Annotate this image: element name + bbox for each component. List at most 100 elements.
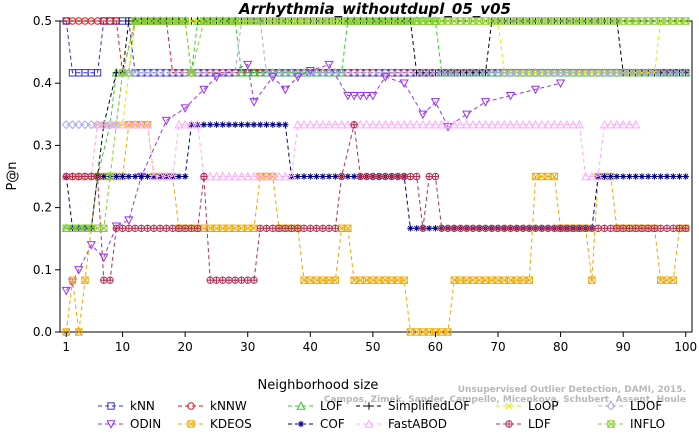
point-cof — [250, 121, 258, 128]
point-ldf — [231, 276, 239, 284]
point-ldof — [136, 68, 146, 78]
legend-entry-lof: LOF — [288, 399, 343, 413]
point-inflo — [550, 17, 559, 25]
point-fastabod — [130, 119, 140, 129]
point-odin — [343, 91, 353, 101]
legend: kNN kNNW LOF SimplifiedLOF LoOP LDOF ODIN KDEOS… — [98, 399, 665, 431]
point-fastabod — [305, 119, 315, 129]
point-inflo — [563, 17, 571, 25]
x-tick-label: 80 — [553, 340, 568, 354]
point-odin — [480, 98, 491, 107]
point-ldof — [462, 68, 472, 78]
point-ldf — [431, 172, 440, 181]
point-fastabod — [568, 119, 578, 129]
series-knn — [62, 17, 690, 77]
point-cof — [682, 173, 689, 180]
point-odin — [443, 123, 453, 132]
point-ldof — [524, 68, 534, 78]
point-fastabod — [255, 171, 265, 181]
x-tick-label: 20 — [178, 340, 193, 354]
point-fastabod — [405, 119, 416, 129]
point-fastabod — [505, 119, 516, 129]
point-ldof — [299, 68, 309, 78]
legend-entry-kdeos: KDEOS — [178, 417, 252, 431]
point-ldf — [619, 224, 627, 233]
point-ldof — [168, 68, 178, 78]
point-ldof — [662, 68, 672, 78]
point-ldf — [218, 276, 227, 284]
legend-marker-kdeos — [187, 420, 195, 428]
legend-label-odin: ODIN — [130, 417, 161, 431]
point-ldof — [449, 68, 459, 78]
point-cof — [225, 121, 233, 128]
watermark: Campos, Zimek, Sander, Campello, Micenko… — [324, 395, 686, 405]
legend-marker-simplifiedlof — [365, 402, 373, 410]
point-ldof — [599, 68, 609, 78]
point-odin — [324, 60, 334, 70]
point-ldf — [563, 224, 571, 233]
legend-marker-odin — [106, 420, 116, 429]
point-cof — [232, 121, 239, 128]
point-cof — [607, 173, 614, 180]
point-fastabod — [117, 119, 128, 129]
legend-label-knnw: kNNW — [210, 399, 247, 413]
y-tick-label: 0.0 — [33, 325, 52, 339]
point-kdeos — [544, 172, 552, 181]
x-tick-label: 100 — [674, 340, 697, 354]
point-inflo — [644, 17, 652, 25]
point-ldof — [480, 68, 491, 78]
point-odin — [418, 110, 428, 120]
point-loop — [119, 121, 127, 129]
point-fastabod — [355, 119, 365, 129]
watermark-prefix: Unsupervised Outlier Detection, DAMI, 20… — [458, 385, 686, 395]
point-fastabod — [474, 119, 484, 129]
point-ldf — [312, 224, 321, 233]
point-fastabod — [99, 119, 109, 129]
x-tick-label: 10 — [115, 340, 130, 354]
point-odin — [61, 286, 71, 296]
point-odin — [74, 266, 84, 275]
legend-entry-fastabod: FastABOD — [356, 417, 447, 431]
point-ldf — [362, 172, 371, 181]
point-kdeos — [331, 276, 340, 284]
point-fastabod — [155, 171, 165, 181]
point-ldf — [538, 224, 546, 233]
point-fastabod — [261, 171, 272, 181]
point-fastabod — [399, 119, 409, 129]
point-fastabod — [462, 119, 472, 129]
point-ldf — [400, 172, 408, 181]
point-inflo — [387, 17, 396, 25]
point-ldof — [468, 68, 478, 78]
point-fastabod — [174, 119, 184, 129]
point-inflo — [187, 69, 196, 77]
point-cof — [244, 121, 251, 128]
y-tick-label: 0.2 — [33, 201, 52, 215]
point-ldf — [275, 224, 283, 233]
point-cof — [676, 173, 683, 180]
point-lof — [236, 67, 247, 77]
point-ldf — [106, 276, 114, 284]
point-ldof — [105, 120, 115, 130]
point-fastabod — [374, 119, 384, 129]
point-ldof — [637, 68, 647, 78]
point-odin — [349, 91, 359, 101]
point-fastabod — [524, 119, 534, 129]
point-ldof — [393, 68, 403, 78]
point-inflo — [100, 224, 108, 233]
point-cof — [263, 121, 270, 128]
point-ldof — [99, 120, 109, 130]
legend-marker-inflo — [607, 420, 615, 428]
point-ldof — [86, 120, 96, 130]
point-ldof — [387, 68, 397, 78]
point-kdeos — [244, 224, 252, 233]
point-ldf — [350, 120, 358, 129]
x-tick-label: 60 — [428, 340, 443, 354]
point-fastabod — [449, 119, 459, 129]
point-kdeos — [68, 276, 77, 284]
point-ldof — [612, 68, 622, 78]
point-fastabod — [418, 119, 428, 129]
point-cof — [219, 121, 226, 128]
point-ldof — [68, 120, 78, 130]
point-ldf — [325, 224, 333, 233]
